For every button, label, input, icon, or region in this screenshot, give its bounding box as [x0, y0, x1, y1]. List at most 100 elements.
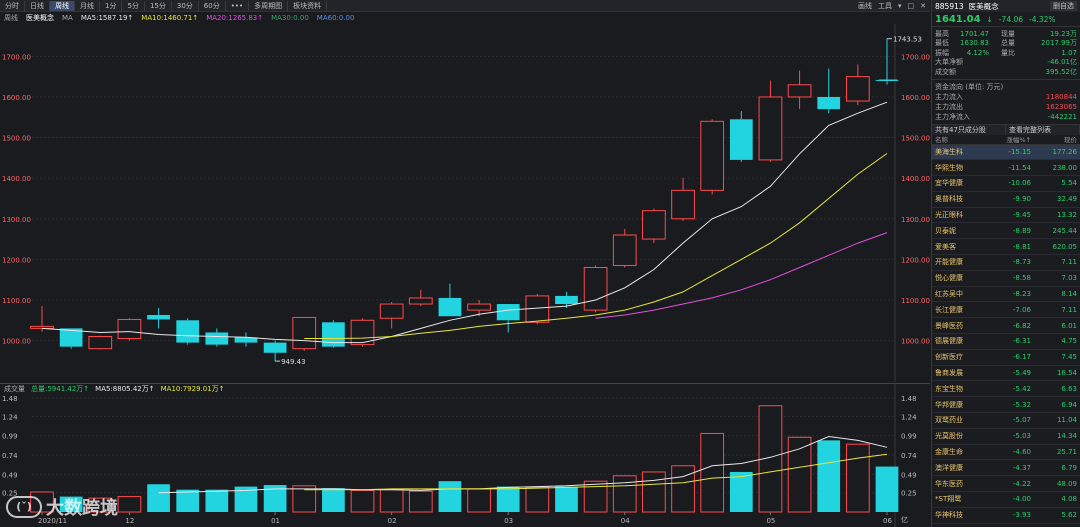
- stat-label-2: 总量: [1001, 39, 1015, 48]
- candlestick-chart[interactable]: 1700.00 1700.00 1600.00 1600.00 1500.00 1500.…: [0, 24, 930, 382]
- fund-flow-block: 资金流向 (单位: 万元) 主力流入 1180844 主力流出 1623065 主力净流…: [932, 78, 1080, 124]
- stat-value-2: -46.01亿: [1047, 58, 1077, 67]
- toolbar-tool-button[interactable]: ✕: [920, 2, 926, 10]
- volume-bar: [583, 480, 608, 513]
- stock-name: 贝泰妮: [935, 226, 956, 235]
- period-label: 周线: [4, 14, 18, 22]
- period-button[interactable]: 多周期图: [249, 0, 289, 11]
- table-row[interactable]: 澳洋健康 -4.37 6.79: [932, 460, 1080, 477]
- table-row[interactable]: 爱美客 -8.81 620.05: [932, 239, 1080, 256]
- stock-price: 6.63: [1061, 384, 1077, 393]
- volume-bar: [147, 484, 170, 512]
- candle-body: [787, 84, 812, 98]
- period-button[interactable]: 30分: [172, 0, 199, 11]
- tab-constituents[interactable]: 共有47只成分股: [932, 124, 1006, 135]
- period-button[interactable]: 分时: [0, 0, 25, 11]
- period-button[interactable]: 60分: [199, 0, 226, 11]
- table-row[interactable]: 红苏吴中 -8.23 8.14: [932, 287, 1080, 303]
- table-row[interactable]: 东宝生物 -5.42 6.63: [932, 381, 1080, 398]
- table-row[interactable]: 华邦健康 -5.32 6.94: [932, 397, 1080, 414]
- candle: [729, 111, 753, 162]
- y-tick-label: 1500.00: [901, 135, 930, 143]
- table-row[interactable]: 贝泰妮 -8.89 245.44: [932, 223, 1080, 240]
- period-button[interactable]: 月线: [75, 0, 100, 11]
- candle-body: [322, 322, 345, 347]
- volume-bar: [845, 443, 870, 513]
- x-tick-label: 03: [504, 517, 513, 525]
- period-button[interactable]: 日线: [25, 0, 50, 11]
- table-row[interactable]: 金康生命 -4.60 25.71: [932, 445, 1080, 461]
- table-row[interactable]: 光莫股份 -5.03 14.34: [932, 429, 1080, 445]
- y-tick-label: 1600.00: [901, 94, 930, 102]
- y-tick-label: 0.49: [2, 471, 18, 479]
- candle-body: [234, 337, 258, 343]
- max-price-label: 1743.53: [893, 36, 922, 44]
- stock-name: 华神科技: [935, 511, 963, 520]
- toolbar-tool-button[interactable]: 画线: [857, 2, 872, 10]
- table-row[interactable]: *ST翔鹭 -4.00 4.08: [932, 492, 1080, 508]
- stock-price: 7.11: [1061, 305, 1077, 314]
- toolbar-tool-button[interactable]: □: [907, 2, 915, 10]
- ma10-value: MA10:1460.71↑: [141, 14, 199, 22]
- period-button[interactable]: 5分: [122, 0, 145, 11]
- volume-bar: [350, 489, 375, 513]
- y-tick-label: 1500.00: [2, 135, 31, 143]
- tab-full-list[interactable]: 查看完整列表: [1006, 124, 1080, 135]
- table-row[interactable]: 美海生科 -15.15 177.26: [932, 144, 1080, 161]
- period-button[interactable]: 15分: [145, 0, 172, 11]
- table-row[interactable]: 奥普科技 -9.90 32.49: [932, 192, 1080, 208]
- y-tick-label: 1000.00: [901, 338, 930, 346]
- toolbar-tool-button[interactable]: ▾: [897, 2, 902, 10]
- y-tick-label: 0.49: [901, 471, 917, 479]
- fund-flow-row: 主力净流入 -442221: [935, 112, 1077, 122]
- table-row[interactable]: 光正眼科 -9.45 13.32: [932, 208, 1080, 224]
- candle: [612, 228, 637, 268]
- table-row[interactable]: 景峰医药 -6.82 6.01: [932, 318, 1080, 335]
- col-name[interactable]: 名称: [935, 136, 948, 144]
- toolbar-tool-button[interactable]: 工具: [877, 2, 892, 10]
- stock-name: 景峰医药: [935, 321, 963, 330]
- period-button[interactable]: 板块资料: [288, 0, 328, 11]
- period-button[interactable]: 1分: [100, 0, 123, 11]
- table-row[interactable]: 鲁商发展 -5.49 16.54: [932, 366, 1080, 382]
- stock-change-pct: -6.82: [1012, 321, 1031, 330]
- table-row[interactable]: 悦心健康 -8.58 7.03: [932, 271, 1080, 287]
- stock-change-pct: -10.06: [1008, 179, 1031, 188]
- table-row[interactable]: 华熙生物 -11.54 238.00: [932, 160, 1080, 177]
- stock-change-pct: -5.49: [1012, 369, 1031, 378]
- table-row[interactable]: 创新医疗 -6.17 7.45: [932, 350, 1080, 366]
- stock-change-pct: -5.03: [1012, 432, 1031, 441]
- candle-body: [845, 76, 870, 102]
- period-button[interactable]: 周线: [50, 0, 75, 11]
- col-price[interactable]: 现价: [1064, 136, 1077, 144]
- table-row[interactable]: 宜华健康 -10.06 5.54: [932, 176, 1080, 192]
- table-row[interactable]: 开能健康 -8.73 7.11: [932, 255, 1080, 271]
- stock-name: 开能健康: [935, 258, 963, 267]
- candle-body: [555, 295, 578, 305]
- y-tick-label: 0.25: [901, 490, 917, 498]
- table-row[interactable]: 华东医药 -4.22 48.09: [932, 476, 1080, 493]
- x-tick-label: 12: [125, 517, 134, 525]
- stock-change-pct: -5.32: [1012, 400, 1031, 409]
- remove-watchlist-button[interactable]: 删自选: [1050, 1, 1077, 11]
- stat-label: 最高: [935, 29, 949, 38]
- volume-bar: [817, 440, 841, 512]
- stock-price: 8.14: [1061, 290, 1077, 299]
- volume-bar: [322, 488, 345, 512]
- y-tick-label: 0.74: [901, 452, 917, 460]
- table-row[interactable]: 长江健康 -7.06 7.11: [932, 302, 1080, 319]
- col-change-pct[interactable]: 涨幅%↑: [1006, 136, 1031, 144]
- stock-change-pct: -9.45: [1012, 211, 1031, 220]
- quote-panel: 885913 医美概念 删自选 1641.04 ↓ -74.06 -4.32% …: [931, 0, 1080, 527]
- candle: [845, 64, 870, 106]
- period-button[interactable]: •••: [226, 0, 250, 11]
- table-row[interactable]: 金陵药业-3.887.67: [932, 524, 1080, 527]
- stock-name: 创新医疗: [935, 353, 963, 362]
- stock-name: 鲁商发展: [935, 369, 963, 378]
- stat-value: 4.12%: [966, 48, 989, 57]
- table-row[interactable]: 华神科技 -3.93 5.62: [932, 508, 1080, 524]
- table-row[interactable]: 双鹭药业 -5.07 11.04: [932, 413, 1080, 429]
- stock-change-pct: -4.22: [1012, 479, 1031, 488]
- volume-chart[interactable]: 成交量 总量:5941.42万↑ MA5:8805.42万↑ MA10:7929…: [0, 383, 930, 527]
- table-row[interactable]: 德展健康 -6.31 4.75: [932, 334, 1080, 350]
